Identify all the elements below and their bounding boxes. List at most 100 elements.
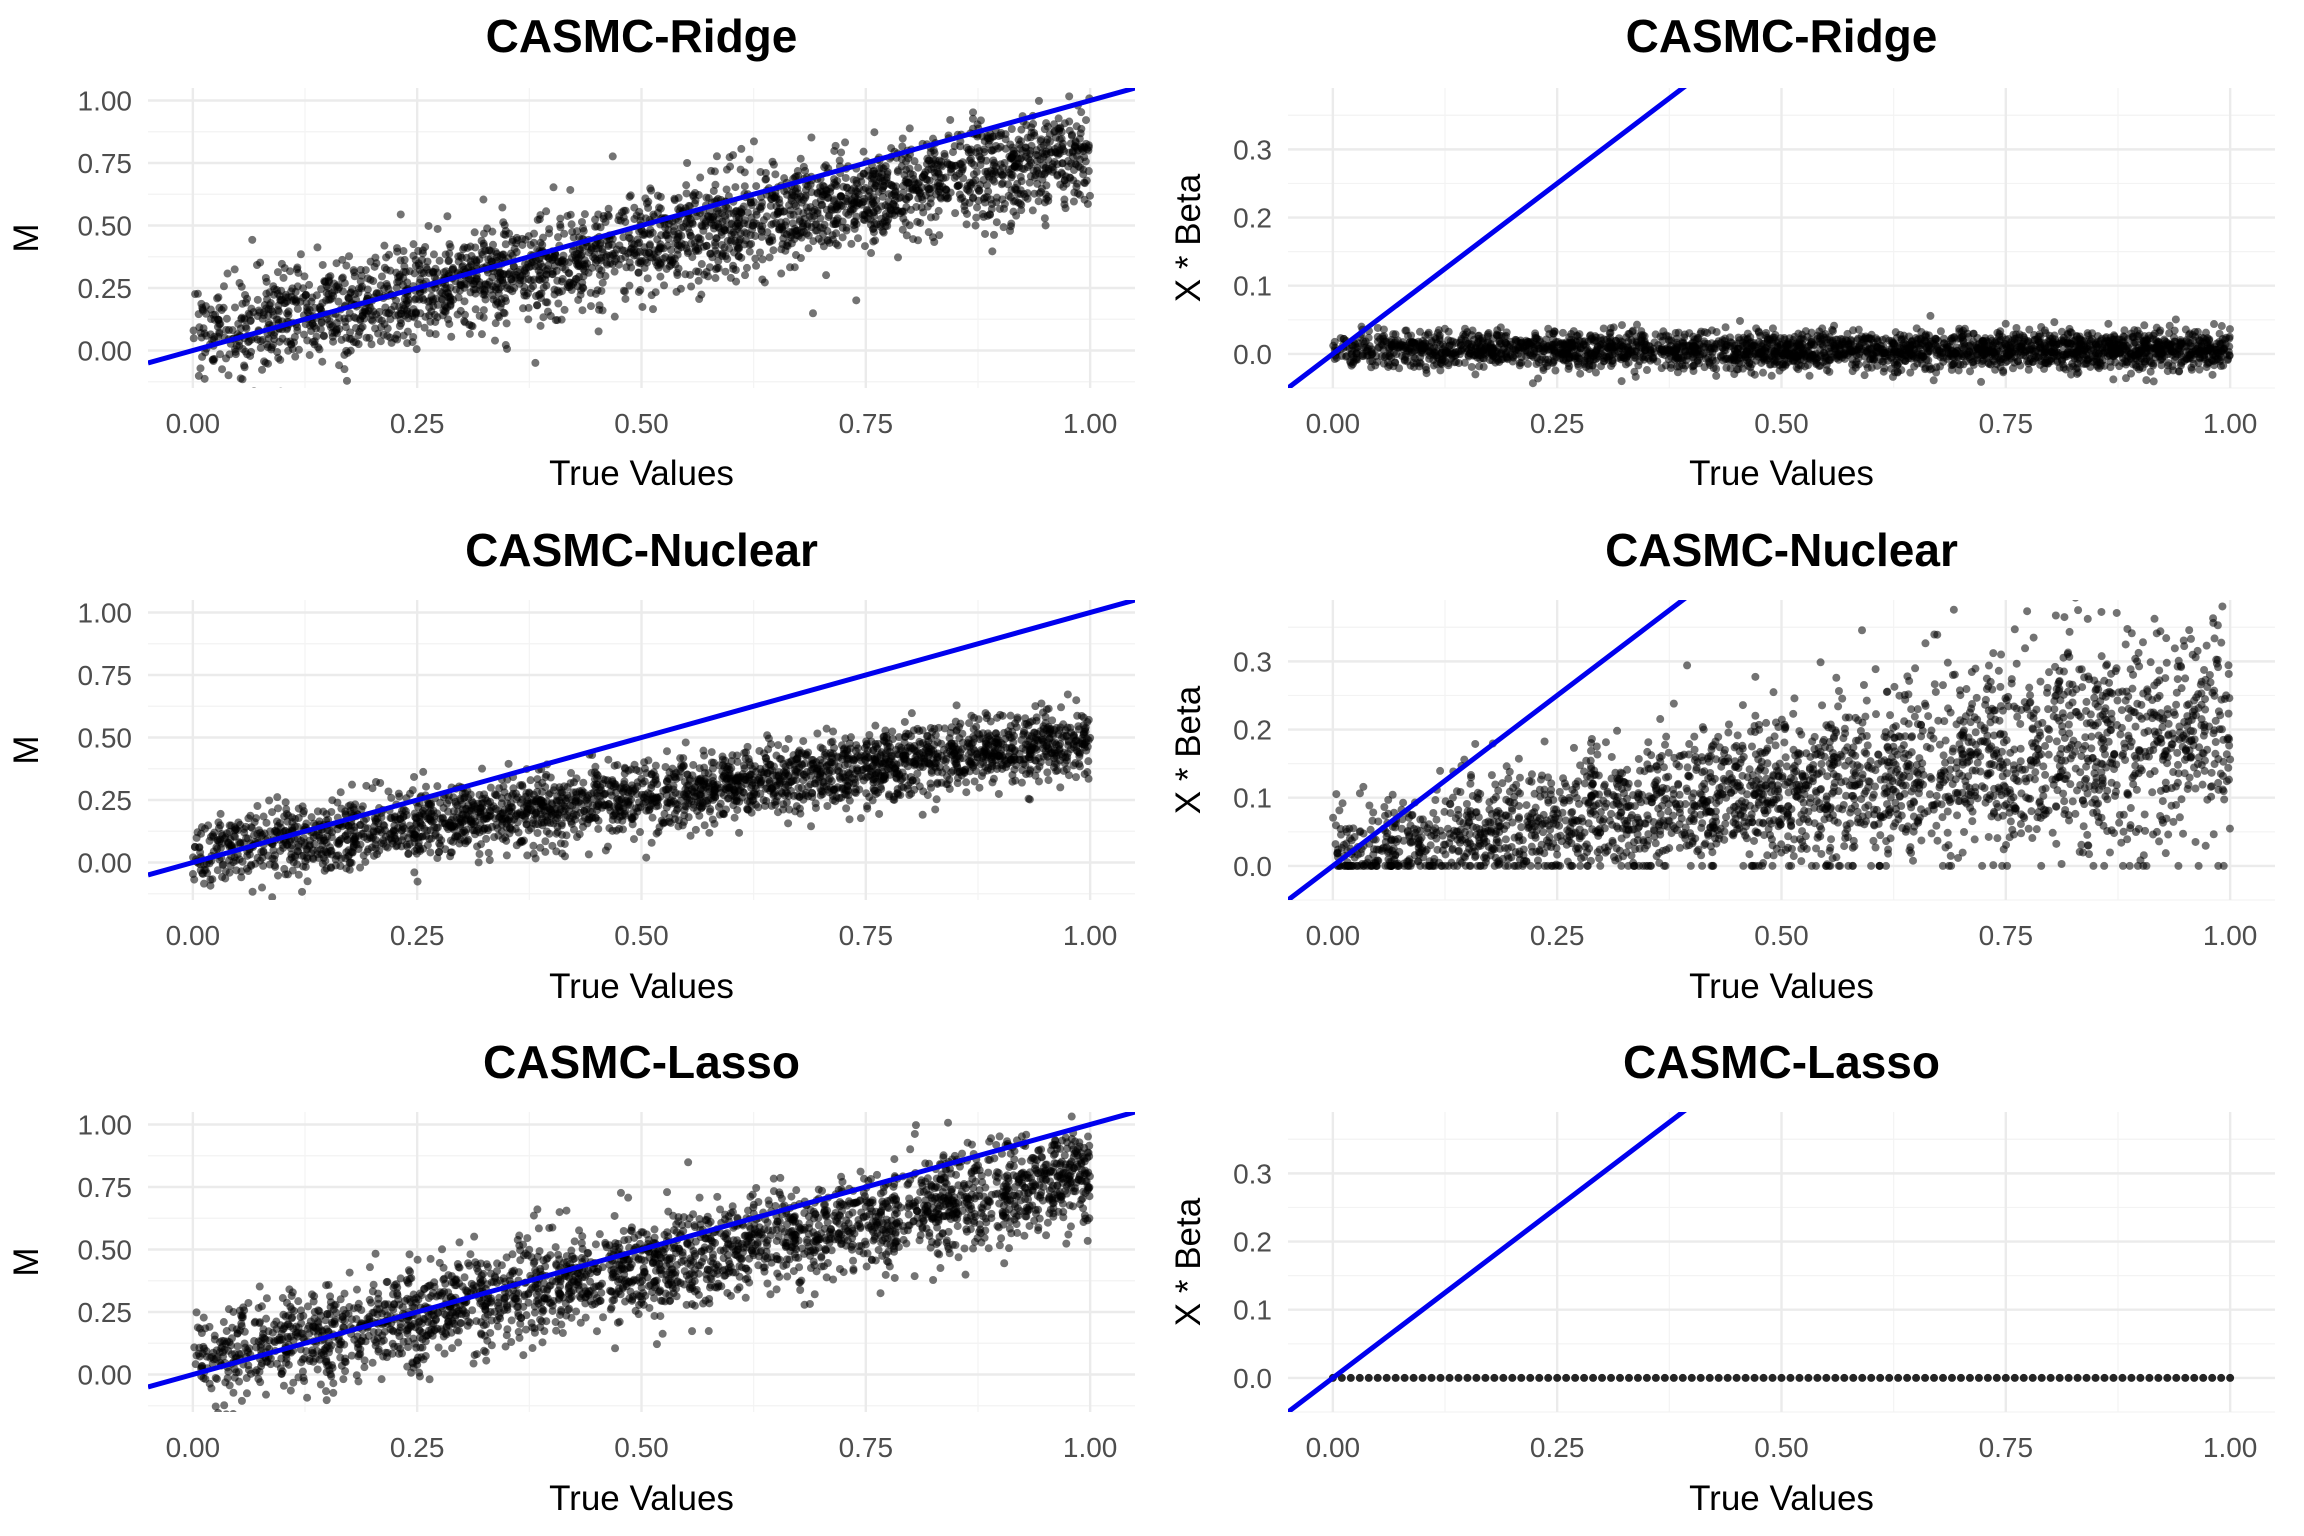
data-point [1467, 362, 1476, 371]
data-point [2083, 329, 2092, 338]
data-point [445, 249, 454, 258]
data-point [2001, 319, 2010, 328]
data-point [910, 178, 919, 187]
data-point [807, 188, 816, 197]
data-point [2034, 332, 2043, 341]
data-point [524, 315, 533, 324]
data-point [567, 220, 576, 229]
data-point [742, 263, 751, 272]
data-point [758, 222, 767, 231]
data-point [929, 146, 938, 155]
data-point [431, 294, 440, 303]
data-point [1721, 323, 1730, 332]
data-point [358, 308, 367, 317]
data-point [301, 291, 310, 300]
data-point [1410, 338, 1419, 347]
data-point [786, 263, 795, 272]
x-tick-label: 0.50 [614, 408, 669, 439]
data-point [479, 195, 488, 204]
data-point [941, 173, 950, 182]
data-point [1881, 348, 1890, 357]
data-point [1011, 196, 1020, 205]
data-point [769, 246, 778, 255]
data-point [355, 284, 364, 293]
x-tick-label: 0.00 [166, 408, 221, 439]
data-point [835, 156, 844, 165]
data-point [728, 219, 737, 228]
data-point [425, 329, 434, 338]
data-point [1544, 345, 1553, 354]
data-point [578, 224, 587, 233]
data-point [859, 169, 868, 178]
data-point [766, 201, 775, 210]
data-point [841, 138, 850, 147]
data-point [881, 213, 890, 222]
data-point [1634, 343, 1643, 352]
data-point [1888, 372, 1897, 381]
data-point [533, 301, 542, 310]
data-point [823, 193, 832, 202]
data-point [706, 215, 715, 224]
data-point [795, 215, 804, 224]
data-point [1999, 366, 2008, 375]
data-point [711, 241, 720, 250]
data-point [988, 247, 997, 256]
data-point [380, 241, 389, 250]
data-point [904, 178, 913, 187]
data-point [274, 306, 283, 315]
data-point [699, 242, 708, 251]
data-point [427, 307, 436, 316]
data-point [674, 193, 683, 202]
data-point [264, 359, 273, 368]
data-point [412, 294, 421, 303]
data-point [643, 274, 652, 283]
data-point [697, 260, 706, 269]
data-point [796, 154, 805, 163]
data-point [731, 207, 740, 216]
data-point [771, 218, 780, 227]
data-point [424, 221, 433, 230]
data-point [458, 263, 467, 272]
data-point [399, 267, 408, 276]
data-point [610, 312, 619, 321]
data-point [1854, 360, 1863, 369]
data-point [2225, 342, 2234, 351]
data-point [799, 222, 808, 231]
data-point [241, 291, 250, 300]
data-point [491, 319, 500, 328]
data-point [972, 213, 981, 222]
data-point [1718, 336, 1727, 345]
data-point [2170, 337, 2179, 346]
data-point [1053, 149, 1062, 158]
data-point [247, 335, 256, 344]
data-point [1624, 329, 1633, 338]
data-point [1037, 135, 1046, 144]
data-point [998, 170, 1007, 179]
points [189, 92, 1094, 388]
data-point [630, 215, 639, 224]
data-point [674, 229, 683, 238]
data-point [747, 239, 756, 248]
data-point [709, 186, 718, 195]
data-point [884, 190, 893, 199]
data-point [1084, 146, 1093, 155]
data-point [760, 278, 769, 287]
data-point [792, 226, 801, 235]
data-point [2075, 345, 2084, 354]
data-point [275, 337, 284, 346]
data-point [691, 246, 700, 255]
data-point [659, 254, 668, 263]
data-point [808, 309, 817, 318]
data-point [363, 285, 372, 294]
data-point [305, 351, 314, 360]
data-point [189, 334, 198, 343]
data-point [350, 313, 359, 322]
data-point [328, 332, 337, 341]
data-point [739, 219, 748, 228]
data-point [445, 240, 454, 249]
data-point [791, 251, 800, 260]
data-point [584, 268, 593, 277]
data-point [2123, 352, 2132, 361]
data-point [258, 365, 267, 374]
data-point [243, 350, 252, 359]
